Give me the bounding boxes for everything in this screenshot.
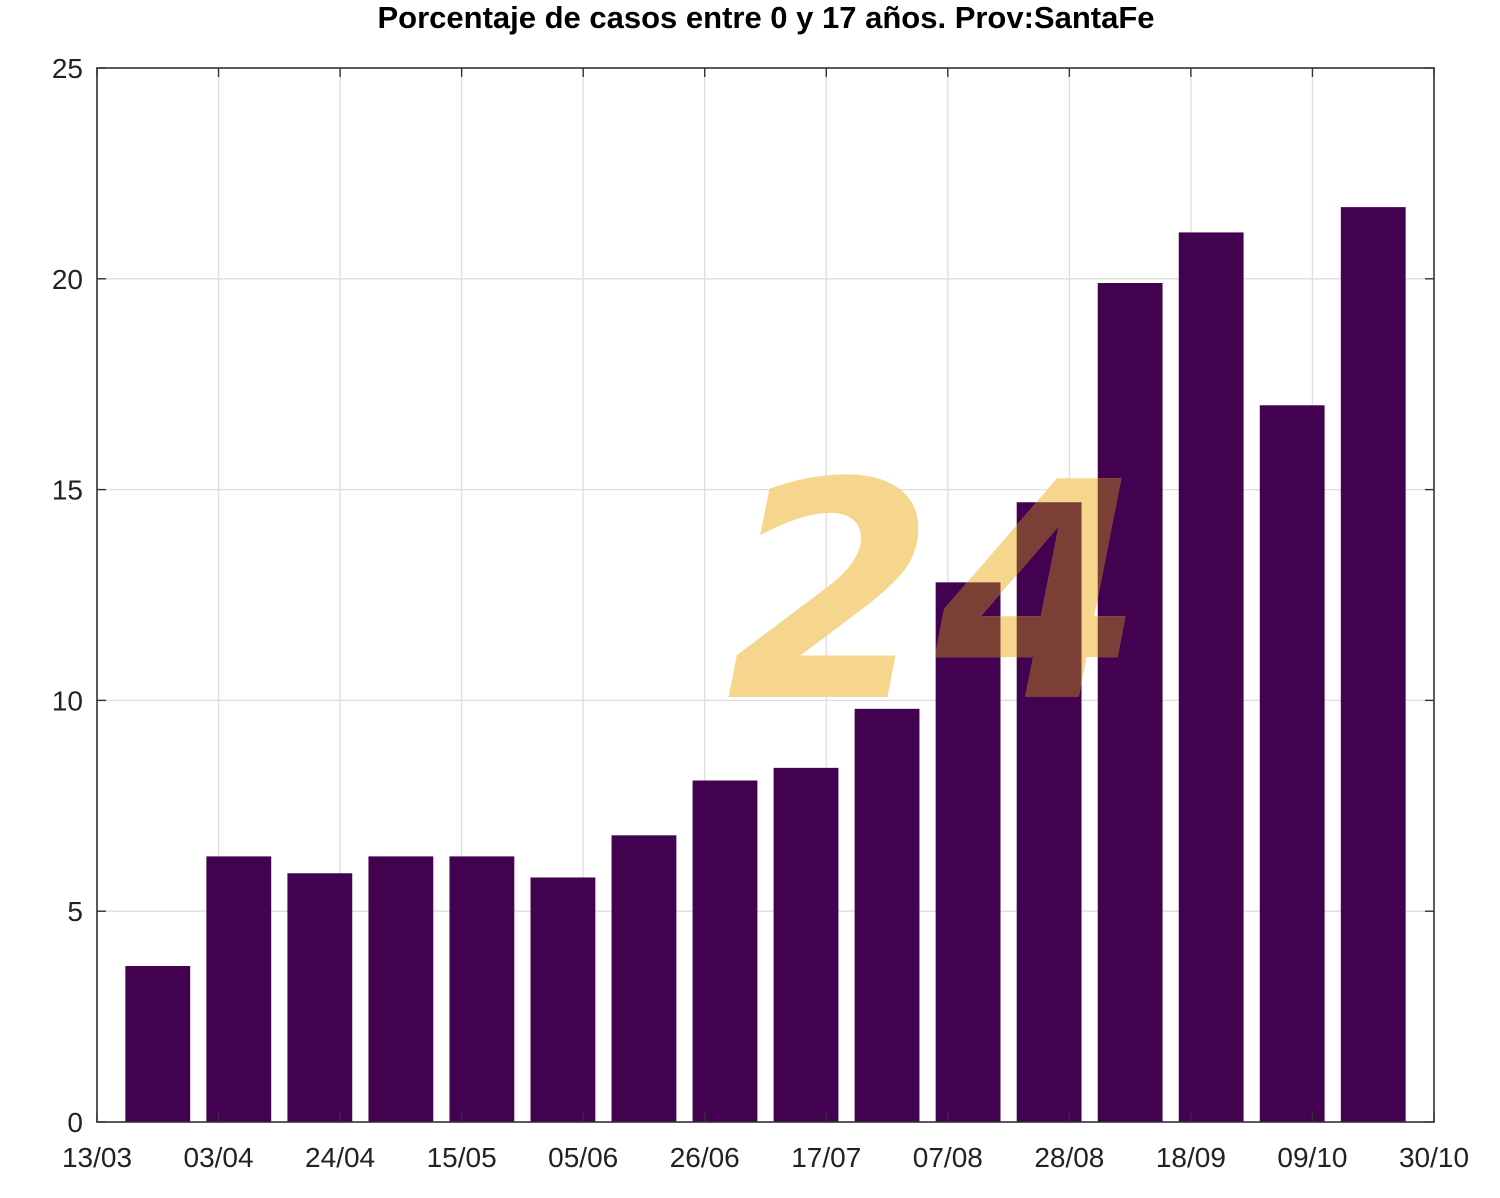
bar [368, 856, 434, 1122]
chart-title: Porcentaje de casos entre 0 y 17 años. P… [377, 0, 1154, 35]
bar [1178, 232, 1244, 1122]
bar [206, 856, 272, 1122]
x-tick-label: 15/05 [427, 1142, 497, 1173]
bar [935, 582, 1001, 1122]
bar [1340, 207, 1406, 1123]
x-tick-label: 17/07 [791, 1142, 861, 1173]
bar [449, 856, 515, 1122]
bar [854, 708, 920, 1122]
y-tick-label: 5 [67, 896, 83, 927]
x-tick-label: 28/08 [1034, 1142, 1104, 1173]
bar [773, 767, 839, 1122]
bar [125, 966, 191, 1122]
bar [692, 780, 758, 1122]
x-tick-label: 30/10 [1399, 1142, 1469, 1173]
bar [611, 835, 677, 1122]
bars [125, 207, 1406, 1123]
bar [1259, 405, 1325, 1122]
bar [1016, 502, 1082, 1122]
bar [287, 873, 353, 1122]
y-tick-label: 15 [52, 475, 83, 506]
x-tick-label: 24/04 [305, 1142, 375, 1173]
x-tick-label: 09/10 [1277, 1142, 1347, 1173]
y-tick-label: 0 [67, 1107, 83, 1138]
y-tick-label: 25 [52, 53, 83, 84]
y-tick-label: 10 [52, 685, 83, 716]
x-tick-label: 07/08 [913, 1142, 983, 1173]
y-tick-label: 20 [52, 264, 83, 295]
x-tick-label: 13/03 [62, 1142, 132, 1173]
plot-frame [96, 67, 1435, 1123]
bar [530, 877, 596, 1122]
x-tick-label: 18/09 [1156, 1142, 1226, 1173]
x-tick-label: 05/06 [548, 1142, 618, 1173]
watermark-logo: 2424 [726, 419, 1143, 768]
axis-ticks: 0 5 10 15 20 25 13/03 03/04 24/04 15/05 05/06 26/06… [52, 53, 1469, 1173]
watermark-text: 24 [726, 419, 1143, 768]
x-tick-label: 03/04 [184, 1142, 254, 1173]
bar [1097, 283, 1163, 1122]
x-tick-label: 26/06 [670, 1142, 740, 1173]
